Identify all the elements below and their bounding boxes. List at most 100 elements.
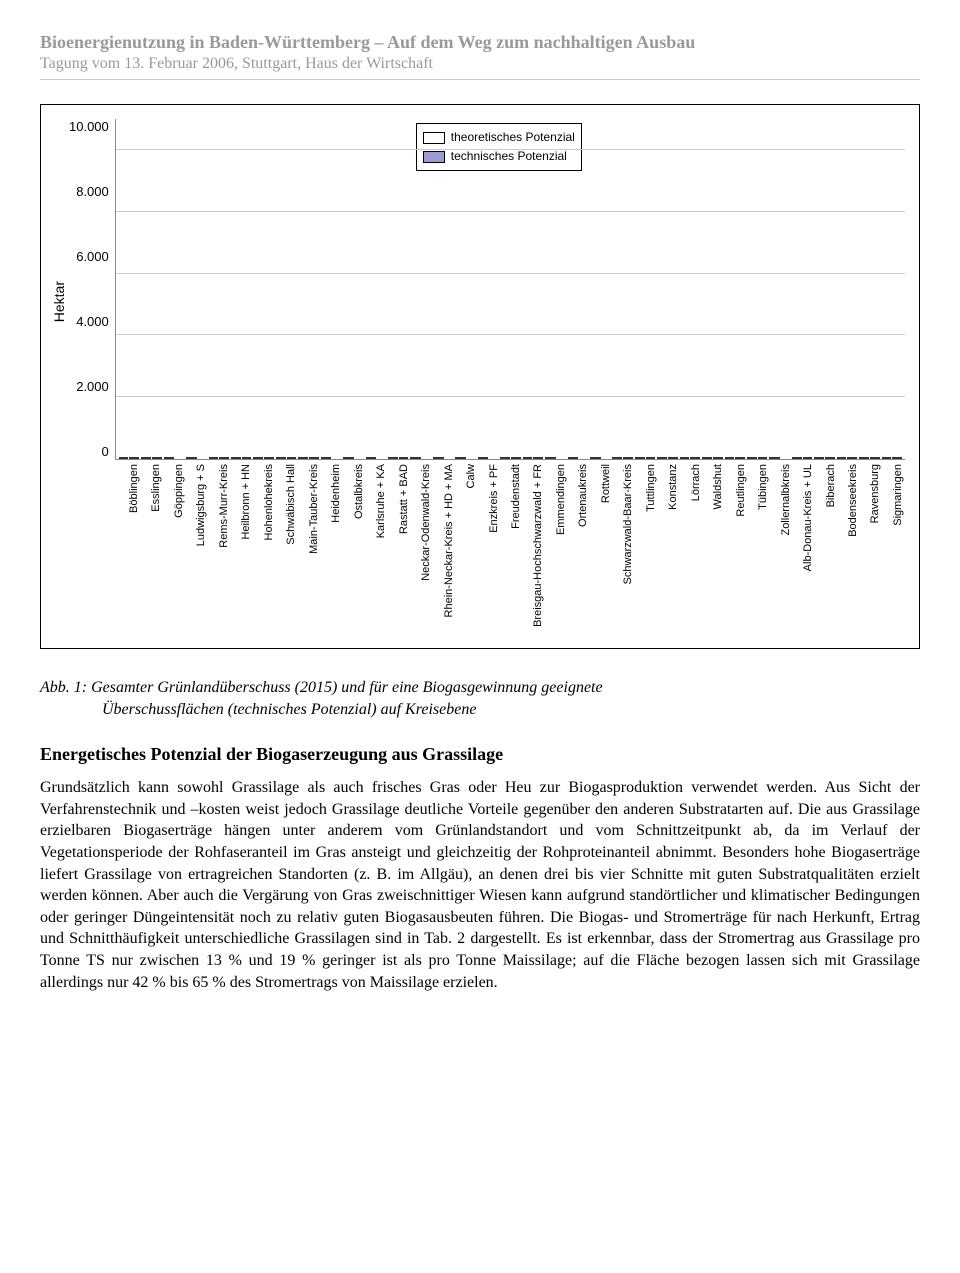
bar-group (523, 457, 543, 459)
bar-technisch (847, 457, 857, 459)
bar-technisch (623, 457, 633, 459)
bar-group (433, 457, 453, 459)
chart-x-axis-labels: BöblingenEsslingenGöppingenLudwigsburg +… (115, 460, 905, 634)
bar-group (366, 457, 386, 459)
bar-theoretisch (231, 457, 241, 459)
bar-technisch (646, 457, 656, 459)
bar-theoretisch (590, 457, 601, 459)
x-tick-label: Alb-Donau-Kreis + UL (792, 464, 812, 634)
bar-group (455, 457, 475, 459)
bar-group (164, 457, 184, 459)
section-body: Grundsätzlich kann sowohl Grassilage als… (40, 777, 920, 993)
y-tick-label: 6.000 (76, 249, 109, 264)
x-tick-label: Konstanz (657, 464, 677, 634)
bar-theoretisch (478, 457, 489, 459)
bar-technisch (511, 457, 521, 459)
x-tick-label: Tübingen (747, 464, 767, 634)
bar-theoretisch (298, 457, 308, 459)
bar-theoretisch (680, 457, 690, 459)
chart-plot-area: theoretisches Potenzialtechnisches Poten… (115, 119, 905, 460)
x-tick-label: Schwarzwald-Baar-Kreis (612, 464, 632, 634)
x-tick-label: Rottweil (590, 464, 610, 634)
bar-technisch (758, 457, 768, 459)
x-tick-label: Enzkreis + PF (477, 464, 497, 634)
bar-theoretisch (747, 457, 757, 459)
bar-theoretisch (725, 457, 735, 459)
bar-theoretisch (882, 457, 892, 459)
x-tick-label: Breisgau-Hochschwarzwald + FR (522, 464, 542, 634)
bar-theoretisch (635, 457, 645, 459)
bar-technisch (870, 457, 880, 459)
bar-group (792, 457, 812, 459)
bar-group (119, 457, 139, 459)
bar-group (882, 457, 902, 459)
x-tick-label: Emmendingen (545, 464, 565, 634)
y-tick-label: 2.000 (76, 379, 109, 394)
bar-technisch (264, 457, 274, 459)
bar-group (657, 457, 677, 459)
x-tick-label: Schwäbisch Hall (275, 464, 295, 634)
bar-group (725, 457, 745, 459)
bar-theoretisch (253, 457, 263, 459)
bar-theoretisch (321, 457, 332, 459)
bar-group (568, 457, 588, 459)
chart-y-axis-ticks: 10.0008.0006.0004.0002.0000 (69, 119, 115, 459)
bar-theoretisch (119, 457, 129, 459)
bar-technisch (713, 457, 723, 459)
bar-theoretisch (814, 457, 824, 459)
x-tick-label: Ortenaukreis (567, 464, 587, 634)
bar-theoretisch (657, 457, 667, 459)
bar-theoretisch (186, 457, 197, 459)
gridline (116, 273, 905, 274)
bar-group (747, 457, 767, 459)
bar-technisch (735, 457, 745, 459)
bar-theoretisch (545, 457, 556, 459)
bar-theoretisch (141, 457, 151, 459)
bar-group (680, 457, 700, 459)
x-tick-label: Rhein-Neckar-Kreis + HD + MA (432, 464, 452, 634)
bar-group (141, 457, 161, 459)
x-tick-label: Reutlingen (724, 464, 744, 634)
x-tick-label: Bodenseekreis (837, 464, 857, 634)
chart-y-axis-label: Hektar (49, 281, 69, 322)
bar-technisch (825, 457, 835, 459)
x-tick-label: Esslingen (140, 464, 160, 634)
bar-theoretisch (568, 457, 579, 459)
bar-theoretisch (455, 457, 466, 459)
section-heading: Energetisches Potenzial der Biogaserzeug… (40, 744, 920, 765)
bar-group (635, 457, 655, 459)
gridline (116, 334, 905, 335)
bar-group (769, 457, 789, 459)
bar-theoretisch (837, 457, 847, 459)
header-rule (40, 79, 920, 80)
bar-group (276, 457, 296, 459)
bar-technisch (242, 457, 252, 459)
bar-group (388, 457, 408, 459)
y-tick-label: 0 (102, 444, 109, 459)
bar-theoretisch (702, 457, 712, 459)
caption-line-2: Überschussflächen (technisches Potenzial… (40, 699, 920, 721)
bar-group (612, 457, 632, 459)
x-tick-label: Calw (455, 464, 475, 634)
x-tick-label: Heidenheim (320, 464, 340, 634)
gridline (116, 396, 905, 397)
x-tick-label: Böblingen (118, 464, 138, 634)
y-tick-label: 10.000 (69, 119, 109, 134)
x-tick-label: Karlsruhe + KA (365, 464, 385, 634)
bar-technisch (287, 457, 297, 459)
x-tick-label: Sigmaringen (882, 464, 902, 634)
bar-theoretisch (276, 457, 286, 459)
bar-group (186, 457, 206, 459)
bar-technisch (152, 457, 162, 459)
bar-theoretisch (523, 457, 533, 459)
bar-theoretisch (209, 457, 219, 459)
bar-theoretisch (612, 457, 622, 459)
bar-group (545, 457, 565, 459)
x-tick-label: Biberach (814, 464, 834, 634)
bar-group (410, 457, 430, 459)
bar-theoretisch (769, 457, 780, 459)
doc-subtitle: Tagung vom 13. Februar 2006, Stuttgart, … (40, 55, 920, 73)
x-tick-label: Heilbronn + HN (230, 464, 250, 634)
bar-theoretisch (859, 457, 869, 459)
bar-group (209, 457, 229, 459)
